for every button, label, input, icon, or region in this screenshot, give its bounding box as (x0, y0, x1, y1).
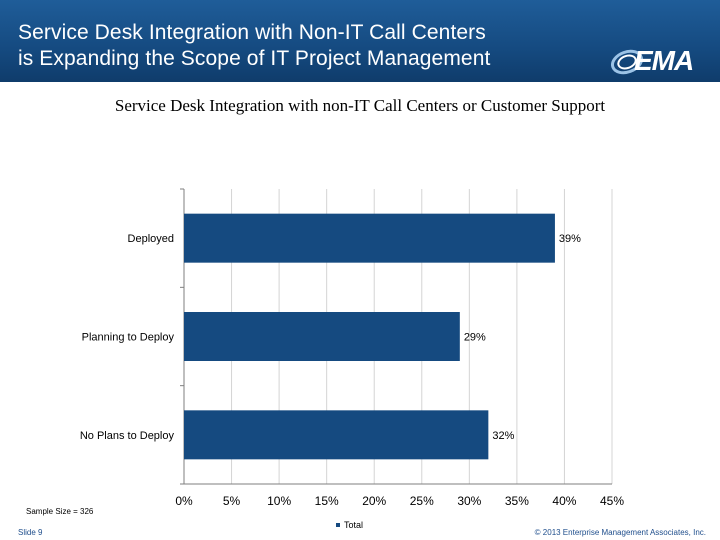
slide-header: Service Desk Integration with Non-IT Cal… (0, 0, 720, 82)
category-label: Planning to Deploy (82, 332, 175, 344)
x-tick-label: 30% (457, 494, 481, 508)
bar (184, 312, 460, 361)
slide-title-line-2: is Expanding the Scope of IT Project Man… (18, 47, 491, 70)
slide-title-line-1: Service Desk Integration with Non-IT Cal… (18, 21, 486, 44)
category-label: Deployed (128, 233, 174, 245)
x-tick-label: 40% (552, 494, 576, 508)
copyright-notice: © 2013 Enterprise Management Associates,… (534, 528, 706, 537)
data-label: 29% (464, 332, 486, 344)
bar (184, 410, 489, 460)
legend-label: Total (344, 520, 364, 530)
x-tick-label: 5% (223, 494, 241, 508)
data-label: 32% (492, 430, 514, 442)
ema-logo: EMA (610, 44, 706, 78)
x-tick-label: 45% (600, 494, 624, 508)
x-tick-label: 35% (505, 494, 529, 508)
x-tick-label: 10% (267, 494, 291, 508)
slide-title: Service Desk Integration with Non-IT Cal… (18, 20, 618, 72)
category-label: No Plans to Deploy (80, 430, 175, 442)
logo-text: EMA (634, 45, 694, 76)
chart-legend: Total (336, 520, 363, 530)
swoosh-icon (610, 49, 644, 75)
x-tick-label: 0% (175, 494, 193, 508)
legend-swatch (336, 523, 340, 527)
bar (184, 213, 555, 263)
x-tick-label: 15% (315, 494, 339, 508)
chart-title: Service Desk Integration with non-IT Cal… (114, 96, 606, 115)
x-tick-label: 20% (362, 494, 386, 508)
slide-number: Slide 9 (18, 528, 43, 537)
sample-size-note: Sample Size = 326 (26, 507, 94, 516)
x-tick-label: 25% (410, 494, 434, 508)
data-label: 39% (559, 233, 581, 245)
